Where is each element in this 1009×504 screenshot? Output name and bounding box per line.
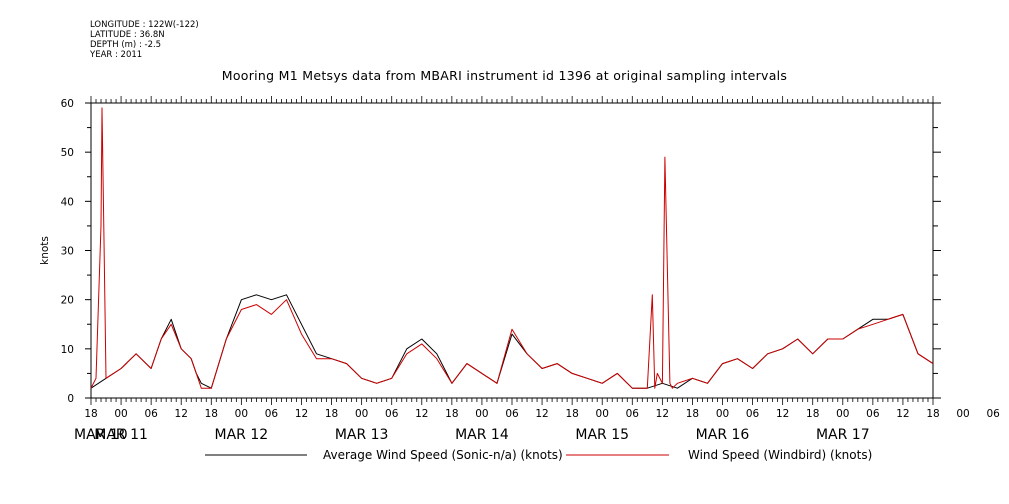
x-tick-label: 18 bbox=[926, 408, 939, 420]
depth-label: DEPTH (m) : -2.5 bbox=[90, 40, 162, 50]
x-tick-label: 00 bbox=[956, 408, 969, 420]
x-tick-label: 18 bbox=[325, 408, 338, 420]
y-tick-label: 10 bbox=[61, 344, 74, 356]
x-tick-label: 12 bbox=[295, 408, 308, 420]
x-day-label: MAR 13 bbox=[335, 427, 389, 443]
x-tick-label: 18 bbox=[205, 408, 218, 420]
x-tick-label: 06 bbox=[866, 408, 880, 420]
y-tick-label: 50 bbox=[61, 147, 74, 159]
series-line-windbird bbox=[90, 107, 934, 389]
x-tick-label: 12 bbox=[656, 408, 669, 420]
x-tick-label: 18 bbox=[686, 408, 699, 420]
y-tick-label: 40 bbox=[61, 196, 74, 208]
x-tick-label: 12 bbox=[535, 408, 548, 420]
x-tick-label: 00 bbox=[836, 408, 849, 420]
plot-frame bbox=[90, 102, 934, 399]
y-tick-label: 60 bbox=[61, 98, 74, 110]
x-tick-label: 00 bbox=[716, 408, 729, 420]
x-tick-label: 00 bbox=[114, 408, 127, 420]
x-tick-label: 18 bbox=[445, 408, 458, 420]
x-tick-label: 12 bbox=[776, 408, 789, 420]
y-axis-label: knots bbox=[39, 236, 51, 265]
x-tick-label: 06 bbox=[505, 408, 519, 420]
chart-title: Mooring M1 Metsys data from MBARI instru… bbox=[221, 68, 788, 83]
x-day-label: MAR 12 bbox=[215, 427, 269, 443]
x-tick-label: 06 bbox=[385, 408, 399, 420]
y-tick-label: 20 bbox=[61, 295, 74, 307]
legend-label-sonic: Average Wind Speed (Sonic-n/a) (knots) bbox=[323, 448, 563, 462]
y-tick-label: 30 bbox=[61, 246, 74, 258]
x-day-label: MAR 17 bbox=[816, 427, 870, 443]
x-tick-label: 06 bbox=[746, 408, 760, 420]
x-day-label: MAR 15 bbox=[575, 427, 629, 443]
x-tick-label: 06 bbox=[265, 408, 279, 420]
longitude-label: LONGITUDE : 122W(-122) bbox=[90, 20, 199, 30]
series-line-sonic bbox=[90, 294, 934, 389]
year-label: YEAR : 2011 bbox=[90, 50, 143, 60]
x-tick-label: 18 bbox=[806, 408, 819, 420]
x-tick-label: 00 bbox=[235, 408, 248, 420]
x-tick-label: 06 bbox=[144, 408, 158, 420]
x-tick-label: 00 bbox=[355, 408, 368, 420]
x-tick-label: 00 bbox=[596, 408, 609, 420]
latitude-label: LATITUDE : 36.8N bbox=[90, 30, 165, 40]
x-tick-label: 12 bbox=[175, 408, 188, 420]
y-tick-label: 0 bbox=[67, 393, 74, 405]
x-tick-label: 12 bbox=[415, 408, 428, 420]
x-tick-label: 18 bbox=[565, 408, 578, 420]
x-day-label: MAR 11 bbox=[94, 427, 148, 443]
x-tick-label: 18 bbox=[84, 408, 97, 420]
x-tick-label: 00 bbox=[475, 408, 488, 420]
x-day-label: MAR 10 bbox=[74, 427, 128, 443]
x-day-label: MAR 16 bbox=[696, 427, 750, 443]
x-tick-label: 06 bbox=[626, 408, 640, 420]
legend-label-windbird: Wind Speed (Windbird) (knots) bbox=[688, 448, 872, 462]
x-tick-label: 06 bbox=[986, 408, 1000, 420]
x-tick-label: 12 bbox=[896, 408, 909, 420]
header-metadata: LONGITUDE : 122W(-122) LATITUDE : 36.8N … bbox=[90, 20, 199, 60]
x-day-label: MAR 14 bbox=[455, 427, 509, 443]
